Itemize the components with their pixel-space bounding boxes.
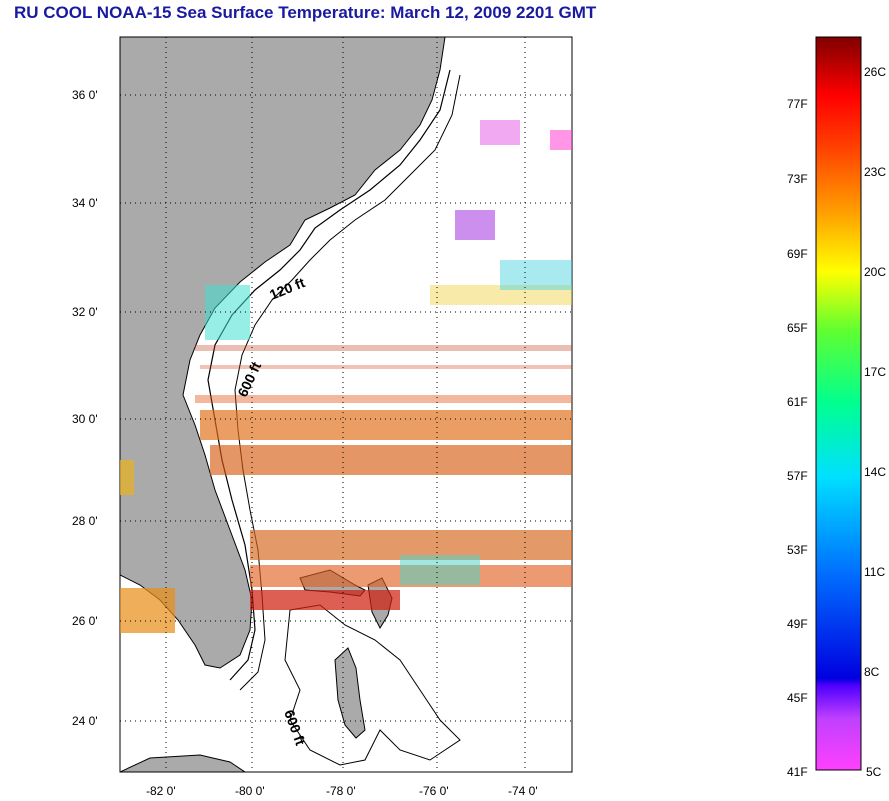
colorbar-f-label: 57F <box>787 469 808 483</box>
lon-label: -78 0' <box>326 784 356 798</box>
colorbar <box>815 36 862 771</box>
lat-label: 36 0' <box>72 88 98 102</box>
lon-label: -80 0' <box>235 784 265 798</box>
colorbar-f-label: 49F <box>787 617 808 631</box>
land-us-southeast <box>120 37 446 669</box>
lat-label: 30 0' <box>72 412 98 426</box>
lat-label: 32 0' <box>72 305 98 319</box>
colorbar-f-label: 65F <box>787 321 808 335</box>
land-andros <box>334 647 366 739</box>
colorbar-f-label: 41F <box>787 765 808 779</box>
lon-label: -76 0' <box>419 784 449 798</box>
colorbar-f-label: 61F <box>787 395 808 409</box>
colorbar-c-label: 5C <box>866 765 882 779</box>
land-cuba <box>120 754 246 772</box>
colorbar-c-label: 14C <box>864 465 886 479</box>
colorbar-f-label: 77F <box>787 97 808 111</box>
lat-label: 26 0' <box>72 614 98 628</box>
colorbar-c-label: 17C <box>864 365 886 379</box>
colorbar-f-label: 53F <box>787 543 808 557</box>
colorbar-c-label: 11C <box>864 565 885 579</box>
colorbar-f-label: 73F <box>787 172 808 186</box>
lat-label: 28 0' <box>72 514 98 528</box>
lon-label: -74 0' <box>508 784 538 798</box>
colorbar-f-label: 45F <box>787 691 808 705</box>
lat-label: 24 0' <box>72 714 98 728</box>
colorbar-c-label: 23C <box>864 165 886 179</box>
colorbar-c-label: 20C <box>864 265 886 279</box>
map-title: RU COOL NOAA-15 Sea Surface Temperature:… <box>14 3 597 22</box>
contour-bahamas <box>284 604 461 766</box>
graticule <box>120 37 572 772</box>
lat-label: 34 0' <box>72 196 98 210</box>
colorbar-c-label: 26C <box>864 65 886 79</box>
colorbar-c-label: 8C <box>864 665 880 679</box>
sst-swaths <box>120 120 572 633</box>
colorbar-f-label: 69F <box>787 247 808 261</box>
lon-label: -82 0' <box>146 784 176 798</box>
